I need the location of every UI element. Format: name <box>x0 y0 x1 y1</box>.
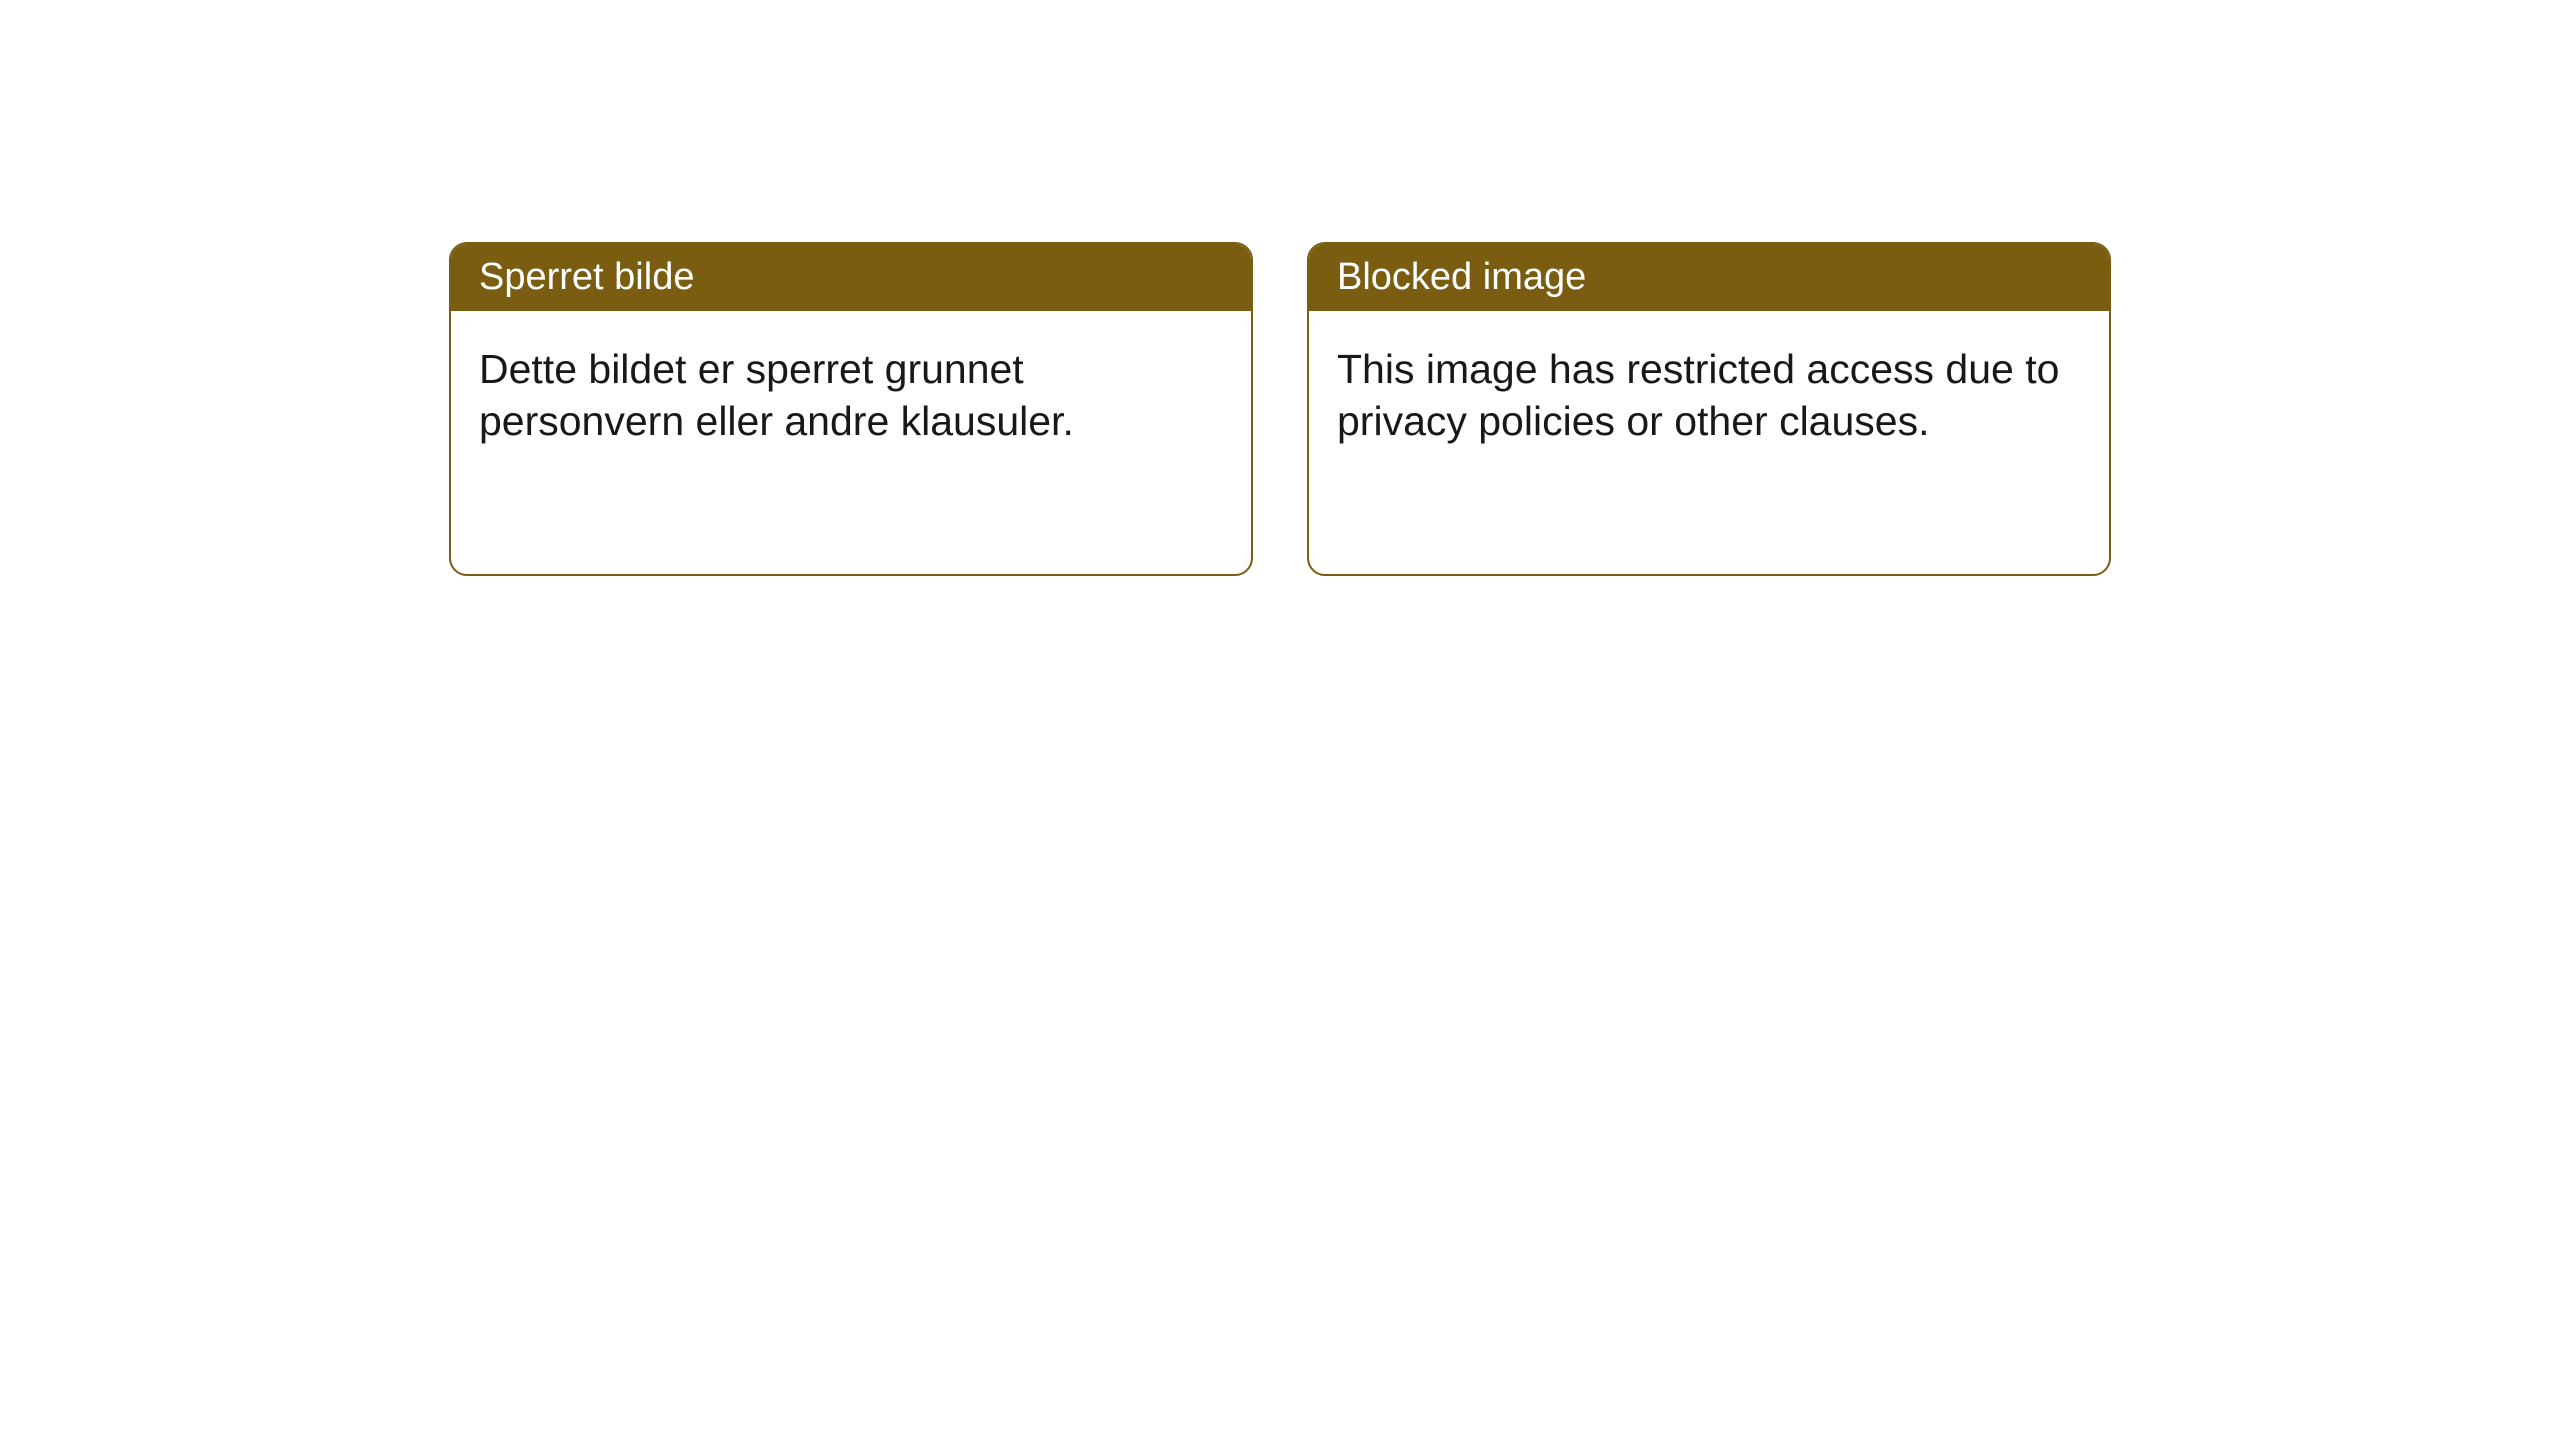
card-text-norwegian: Dette bildet er sperret grunnet personve… <box>479 346 1074 444</box>
card-text-english: This image has restricted access due to … <box>1337 346 2059 444</box>
cards-container: Sperret bilde Dette bildet er sperret gr… <box>449 242 2111 576</box>
card-body-norwegian: Dette bildet er sperret grunnet personve… <box>451 311 1251 480</box>
card-english: Blocked image This image has restricted … <box>1307 242 2111 576</box>
card-body-english: This image has restricted access due to … <box>1309 311 2109 480</box>
card-norwegian: Sperret bilde Dette bildet er sperret gr… <box>449 242 1253 576</box>
card-title-norwegian: Sperret bilde <box>479 256 694 298</box>
card-header-norwegian: Sperret bilde <box>451 244 1251 311</box>
card-title-english: Blocked image <box>1337 256 1586 298</box>
card-header-english: Blocked image <box>1309 244 2109 311</box>
